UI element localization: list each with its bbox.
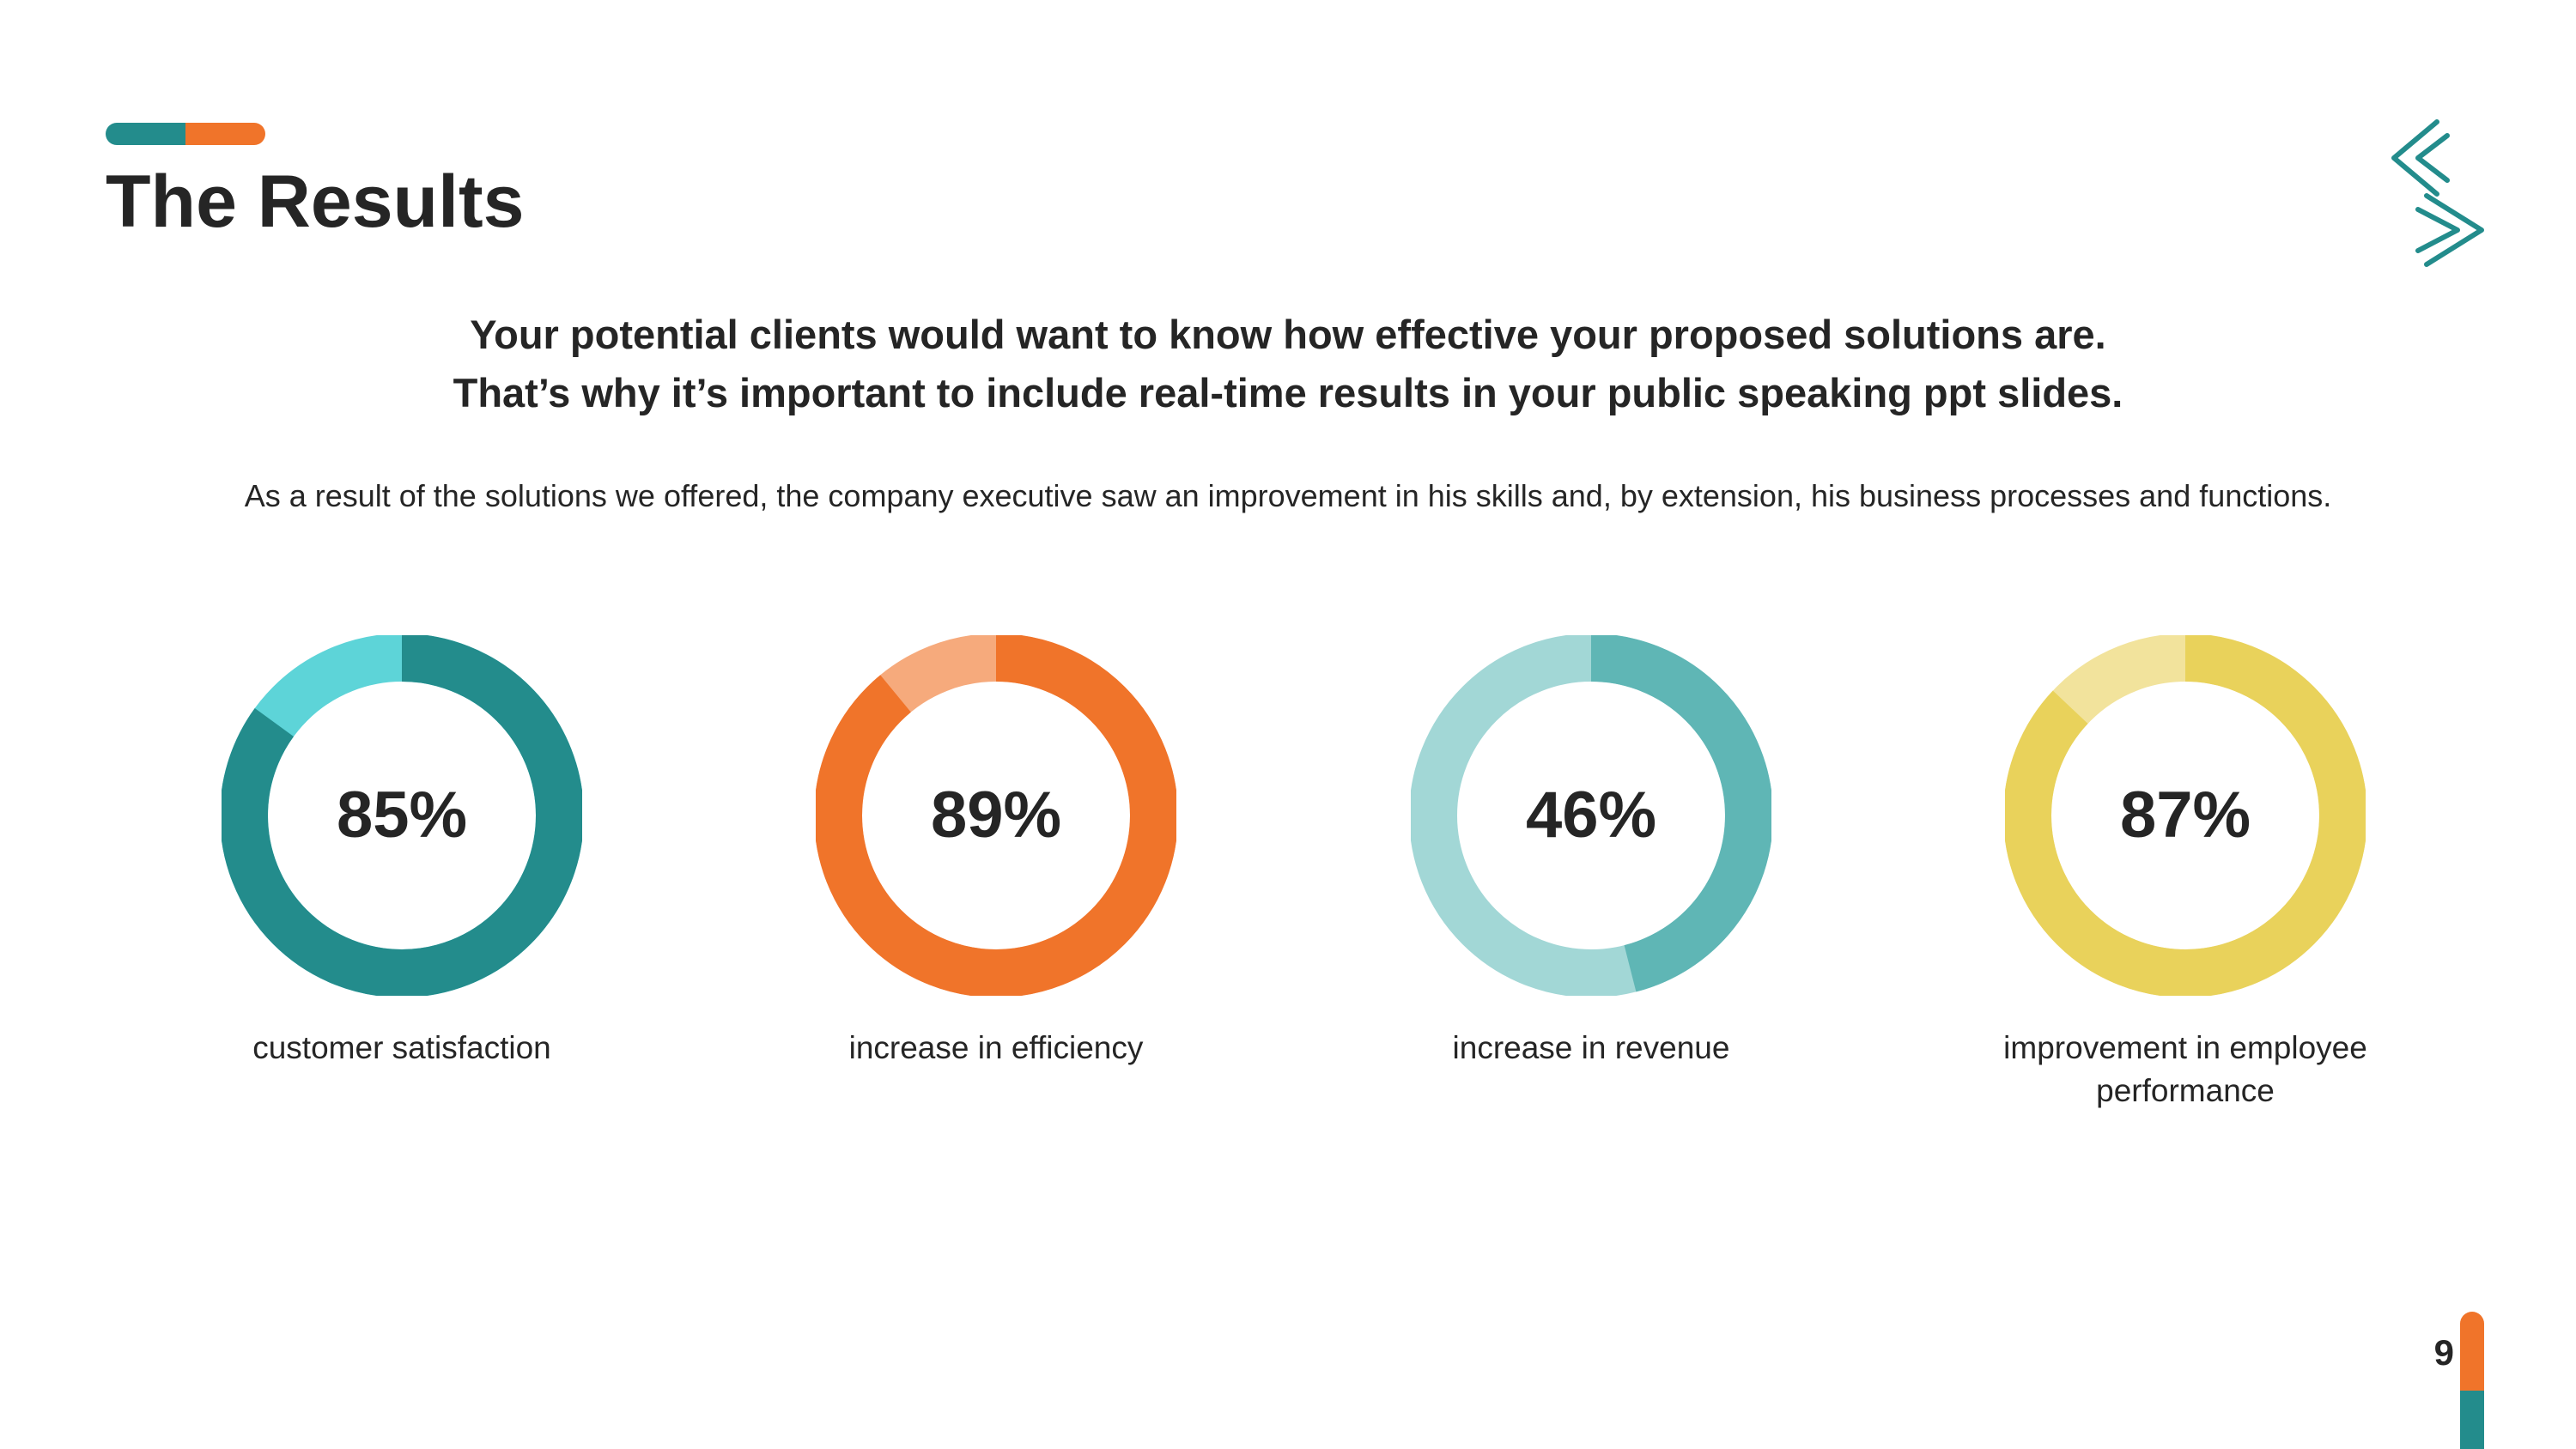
donut-svg-2 bbox=[816, 635, 1176, 996]
stat-card-3: 46% increase in revenue bbox=[1368, 635, 1814, 1070]
title-accent-bar bbox=[106, 123, 265, 145]
side-tab-teal bbox=[2460, 1391, 2484, 1449]
donut-svg-1 bbox=[222, 635, 582, 996]
headline-line-2: That’s why it’s important to include rea… bbox=[453, 370, 2123, 415]
stat-label-4: improvement in employee performance bbox=[2003, 1030, 2367, 1108]
stat-card-2: 89% increase in efficiency bbox=[773, 635, 1219, 1070]
donut-value-arc-2 bbox=[816, 635, 1176, 996]
headline-line-1: Your potential clients would want to kno… bbox=[470, 312, 2106, 357]
donut-chart-1: 85% bbox=[222, 635, 582, 996]
side-tab-orange bbox=[2460, 1312, 2484, 1391]
stat-label-1: customer satisfaction bbox=[252, 1030, 551, 1065]
headline: Your potential clients would want to kno… bbox=[0, 306, 2576, 422]
donut-value-label-1: 85% bbox=[336, 779, 468, 852]
stat-label-2: increase in efficiency bbox=[848, 1030, 1144, 1065]
donut-value-arc-4 bbox=[2005, 635, 2366, 996]
donut-value-arc-1 bbox=[222, 635, 582, 996]
page-number: 9 bbox=[2433, 1332, 2454, 1373]
stat-card-4: 87% improvement in employee performance bbox=[1962, 635, 2409, 1113]
donut-svg-3 bbox=[1411, 635, 1771, 996]
page-side-tab bbox=[2460, 1312, 2484, 1449]
donut-value-label-2: 89% bbox=[930, 779, 1062, 852]
slide-title: The Results bbox=[106, 161, 525, 243]
stat-label-3: increase in revenue bbox=[1452, 1030, 1730, 1065]
accent-segment-teal bbox=[106, 123, 185, 145]
stat-card-1: 85% customer satisfaction bbox=[179, 635, 625, 1070]
donut-svg-4 bbox=[2005, 635, 2366, 996]
body-text: As a result of the solutions we offered,… bbox=[244, 478, 2332, 513]
donut-chart-2: 89% bbox=[816, 635, 1176, 996]
accent-segment-orange bbox=[185, 123, 265, 145]
donut-value-label-3: 46% bbox=[1525, 779, 1657, 852]
donut-value-label-4: 87% bbox=[2119, 779, 2251, 852]
donut-chart-4: 87% bbox=[2005, 635, 2366, 996]
chevron-s-logo-icon bbox=[2391, 119, 2484, 267]
donut-value-arc-3 bbox=[1411, 635, 1771, 996]
donut-chart-3: 46% bbox=[1411, 635, 1771, 996]
